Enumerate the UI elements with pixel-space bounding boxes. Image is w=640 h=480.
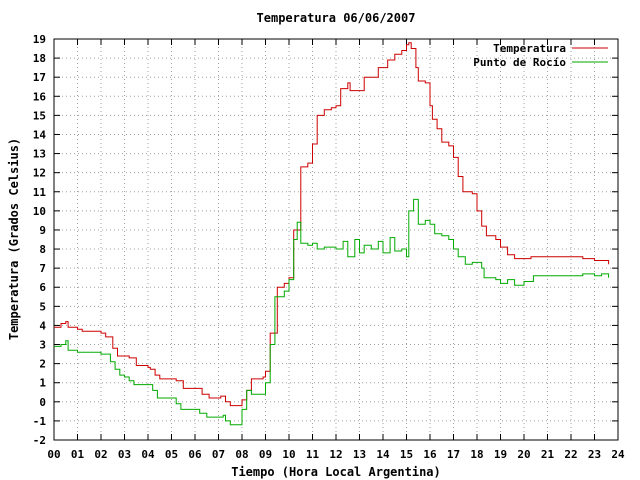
x-tick-label: 19 [494, 448, 507, 461]
y-tick-label: 12 [33, 167, 46, 180]
y-tick-label: 13 [33, 148, 46, 161]
x-tick-label: 20 [517, 448, 530, 461]
y-tick-label: 16 [33, 90, 47, 103]
y-tick-label: -2 [33, 434, 46, 447]
x-axis-ticks: 00 01 02 03 04 05 06 07 08 09 10 11 12 13 14 15 16 17 18 19… [47, 39, 625, 461]
x-axis-label: Tiempo (Hora Local Argentina) [231, 465, 441, 479]
x-tick-label: 24 [611, 448, 625, 461]
y-tick-label: 5 [39, 300, 46, 313]
x-tick-label: 23 [588, 448, 601, 461]
x-tick-label: 22 [564, 448, 577, 461]
y-tick-label: 15 [33, 109, 46, 122]
x-tick-label: 01 [71, 448, 85, 461]
y-tick-label: 9 [39, 224, 46, 237]
y-tick-label: 18 [33, 52, 46, 65]
x-tick-label: 14 [376, 448, 390, 461]
x-tick-label: 09 [259, 448, 272, 461]
x-tick-label: 13 [353, 448, 366, 461]
y-tick-label: 4 [39, 319, 46, 332]
x-tick-label: 18 [470, 448, 483, 461]
legend-label-punto-de-rocio: Punto de Rocío [473, 56, 566, 69]
y-tick-label: 14 [33, 128, 47, 141]
y-tick-label: 19 [33, 33, 46, 46]
x-tick-label: 11 [306, 448, 320, 461]
x-tick-label: 17 [447, 448, 460, 461]
y-tick-label: 11 [33, 186, 47, 199]
y-tick-label: 3 [39, 339, 46, 352]
y-axis-label: Temperatura (Grados Celsius) [7, 138, 21, 340]
x-tick-label: 12 [329, 448, 342, 461]
y-tick-label: 17 [33, 71, 46, 84]
legend: Temperatura Punto de Rocío [473, 42, 608, 69]
x-tick-label: 21 [541, 448, 555, 461]
x-tick-label: 06 [188, 448, 202, 461]
x-tick-label: 02 [94, 448, 107, 461]
y-tick-label: 2 [39, 358, 46, 371]
series-line-punto-de-rocio [54, 198, 610, 426]
x-tick-label: 07 [212, 448, 225, 461]
series-line-temperatura [54, 42, 610, 407]
x-tick-label: 00 [47, 448, 60, 461]
x-tick-label: 15 [400, 448, 413, 461]
y-tick-label: 0 [39, 396, 46, 409]
x-tick-label: 16 [423, 448, 437, 461]
series-lines [54, 42, 610, 426]
x-tick-label: 08 [235, 448, 248, 461]
y-tick-label: 1 [39, 377, 46, 390]
y-tick-label: 8 [39, 243, 46, 256]
x-tick-label: 03 [118, 448, 131, 461]
y-tick-label: -1 [33, 415, 47, 428]
y-tick-label: 10 [33, 205, 46, 218]
x-tick-label: 10 [282, 448, 295, 461]
x-tick-label: 04 [141, 448, 155, 461]
y-tick-label: 7 [39, 262, 46, 275]
legend-label-temperatura: Temperatura [493, 42, 566, 55]
chart-title: Temperatura 06/06/2007 [257, 11, 416, 25]
x-tick-label: 05 [165, 448, 178, 461]
y-tick-label: 6 [39, 281, 46, 294]
